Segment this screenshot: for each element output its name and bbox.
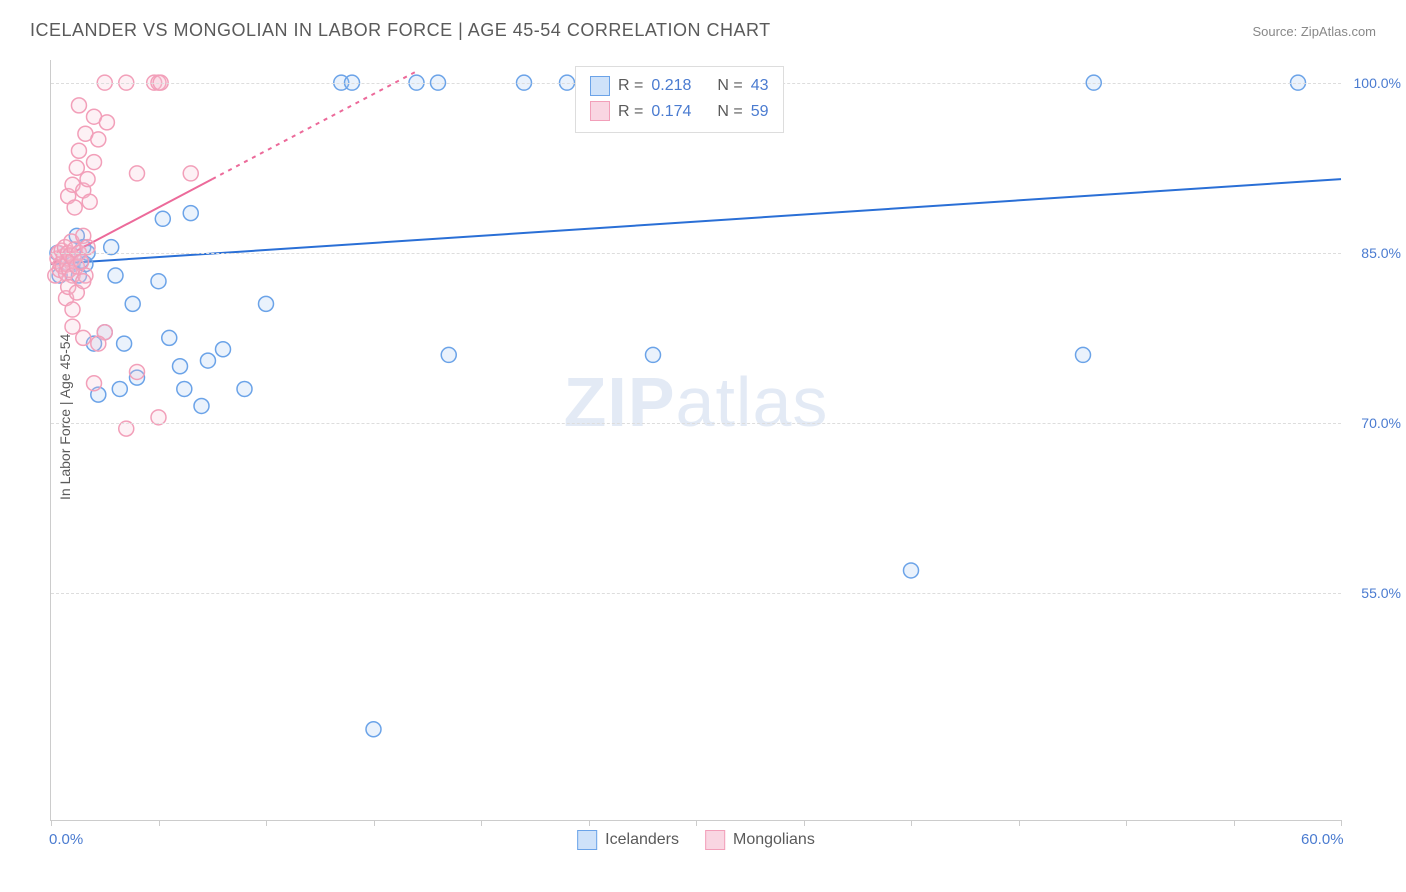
data-point [366, 722, 381, 737]
legend-swatch [590, 76, 610, 96]
x-tick [481, 820, 482, 826]
legend-n-label: N = [717, 99, 742, 125]
data-point [112, 381, 127, 396]
legend-bottom-item: Icelanders [577, 830, 679, 850]
legend-top: R = 0.218 N = 43 R = 0.174 N = 59 [575, 66, 784, 133]
legend-series-label: Icelanders [605, 831, 679, 849]
x-tick [696, 820, 697, 826]
y-tick-label: 55.0% [1361, 585, 1401, 601]
data-point [183, 166, 198, 181]
data-point [71, 98, 86, 113]
x-tick [1126, 820, 1127, 826]
data-point [117, 336, 132, 351]
legend-r-value: 0.174 [651, 99, 691, 125]
legend-n-label: N = [717, 73, 742, 99]
data-point [162, 330, 177, 345]
data-point [151, 274, 166, 289]
data-point [65, 302, 80, 317]
gridline-h [51, 593, 1341, 594]
data-point [177, 381, 192, 396]
data-point [74, 254, 89, 269]
x-tick [1341, 820, 1342, 826]
data-point [71, 143, 86, 158]
data-point [67, 200, 82, 215]
legend-swatch [577, 830, 597, 850]
data-point [99, 115, 114, 130]
data-point [200, 353, 215, 368]
x-tick [159, 820, 160, 826]
legend-bottom: Icelanders Mongolians [577, 830, 815, 850]
data-point [237, 381, 252, 396]
x-tick [266, 820, 267, 826]
data-point [76, 330, 91, 345]
data-point [91, 132, 106, 147]
y-tick-label: 100.0% [1354, 75, 1401, 91]
source-label: Source: ZipAtlas.com [1252, 24, 1376, 39]
data-point [183, 206, 198, 221]
y-tick-label: 70.0% [1361, 415, 1401, 431]
data-point [82, 194, 97, 209]
data-point [130, 166, 145, 181]
legend-bottom-item: Mongolians [705, 830, 815, 850]
legend-r-value: 0.218 [651, 73, 691, 99]
x-tick [374, 820, 375, 826]
data-point [646, 347, 661, 362]
legend-top-row: R = 0.218 N = 43 [590, 73, 769, 99]
data-point [87, 376, 102, 391]
plot-area: In Labor Force | Age 45-54 ZIPatlas Icel… [50, 60, 1341, 821]
x-tick [589, 820, 590, 826]
chart-title: ICELANDER VS MONGOLIAN IN LABOR FORCE | … [30, 20, 771, 41]
x-tick-label: 0.0% [49, 831, 83, 848]
x-tick [804, 820, 805, 826]
data-point [441, 347, 456, 362]
y-tick-label: 85.0% [1361, 245, 1401, 261]
x-tick [911, 820, 912, 826]
data-point [173, 359, 188, 374]
data-point [80, 172, 95, 187]
data-point [76, 274, 91, 289]
x-tick [1234, 820, 1235, 826]
data-point [125, 296, 140, 311]
x-tick-label: 60.0% [1301, 831, 1344, 848]
legend-swatch [705, 830, 725, 850]
data-point [108, 268, 123, 283]
data-point [194, 398, 209, 413]
legend-series-label: Mongolians [733, 831, 815, 849]
data-point [1076, 347, 1091, 362]
regression-line-icelanders [51, 179, 1341, 264]
data-point [130, 364, 145, 379]
gridline-h [51, 253, 1341, 254]
legend-top-row: R = 0.174 N = 59 [590, 99, 769, 125]
gridline-h [51, 423, 1341, 424]
data-point [259, 296, 274, 311]
scatter-svg [51, 60, 1341, 820]
data-point [87, 155, 102, 170]
data-point [216, 342, 231, 357]
legend-r-label: R = [618, 99, 643, 125]
x-tick [51, 820, 52, 826]
legend-swatch [590, 101, 610, 121]
x-tick [1019, 820, 1020, 826]
data-point [155, 211, 170, 226]
regression-line-dash-mongolians [212, 71, 416, 179]
data-point [904, 563, 919, 578]
data-point [91, 336, 106, 351]
legend-n-value: 43 [751, 73, 769, 99]
legend-r-label: R = [618, 73, 643, 99]
legend-n-value: 59 [751, 99, 769, 125]
